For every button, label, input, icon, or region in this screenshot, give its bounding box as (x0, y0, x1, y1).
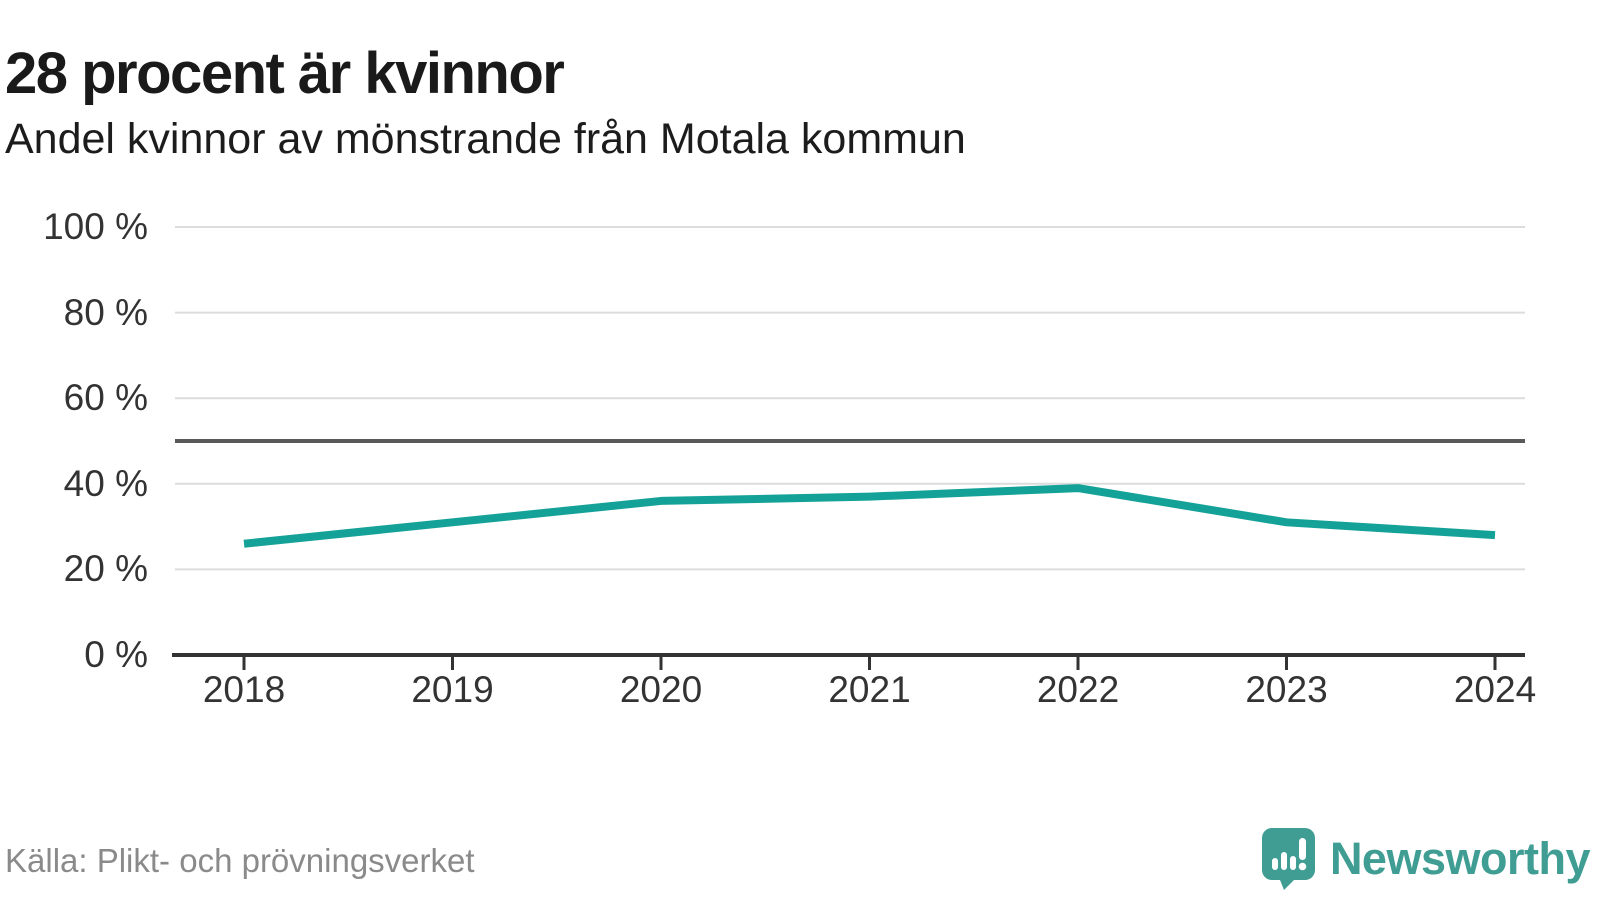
chart-title: 28 procent är kvinnor (5, 40, 565, 106)
source-note: Källa: Plikt- och prövningsverket (5, 842, 475, 879)
newsworthy-logo: Newsworthy (1261, 828, 1591, 890)
x-axis-label: 2022 (1036, 669, 1120, 710)
x-axis-label: 2018 (202, 669, 286, 710)
x-axis-label: 2023 (1245, 669, 1328, 710)
x-axis-label: 2020 (619, 669, 703, 710)
x-axis-label: 2019 (411, 669, 494, 710)
y-axis-label: 100 % (43, 206, 148, 247)
newsworthy-wordmark: Newsworthy (1329, 833, 1591, 884)
data-line (243, 484, 1496, 548)
logo-bar-1 (1271, 858, 1278, 870)
logo-exclamation-dot (1298, 862, 1307, 871)
logo-exclamation-bar (1298, 838, 1306, 860)
x-axis-label: 2024 (1453, 669, 1537, 710)
logo-bar-2 (1280, 852, 1287, 870)
chart-subtitle: Andel kvinnor av mönstrande från Motala … (5, 115, 966, 163)
x-axis-label: 2021 (828, 669, 911, 710)
y-axis-label: 0 % (84, 634, 148, 675)
y-axis-label: 80 % (63, 291, 148, 333)
logo-bar-3 (1289, 856, 1296, 870)
newsworthy-icon (1261, 828, 1315, 890)
y-axis-label: 20 % (63, 548, 148, 590)
y-axis-label: 40 % (63, 462, 148, 504)
y-axis-label: 60 % (63, 377, 148, 419)
